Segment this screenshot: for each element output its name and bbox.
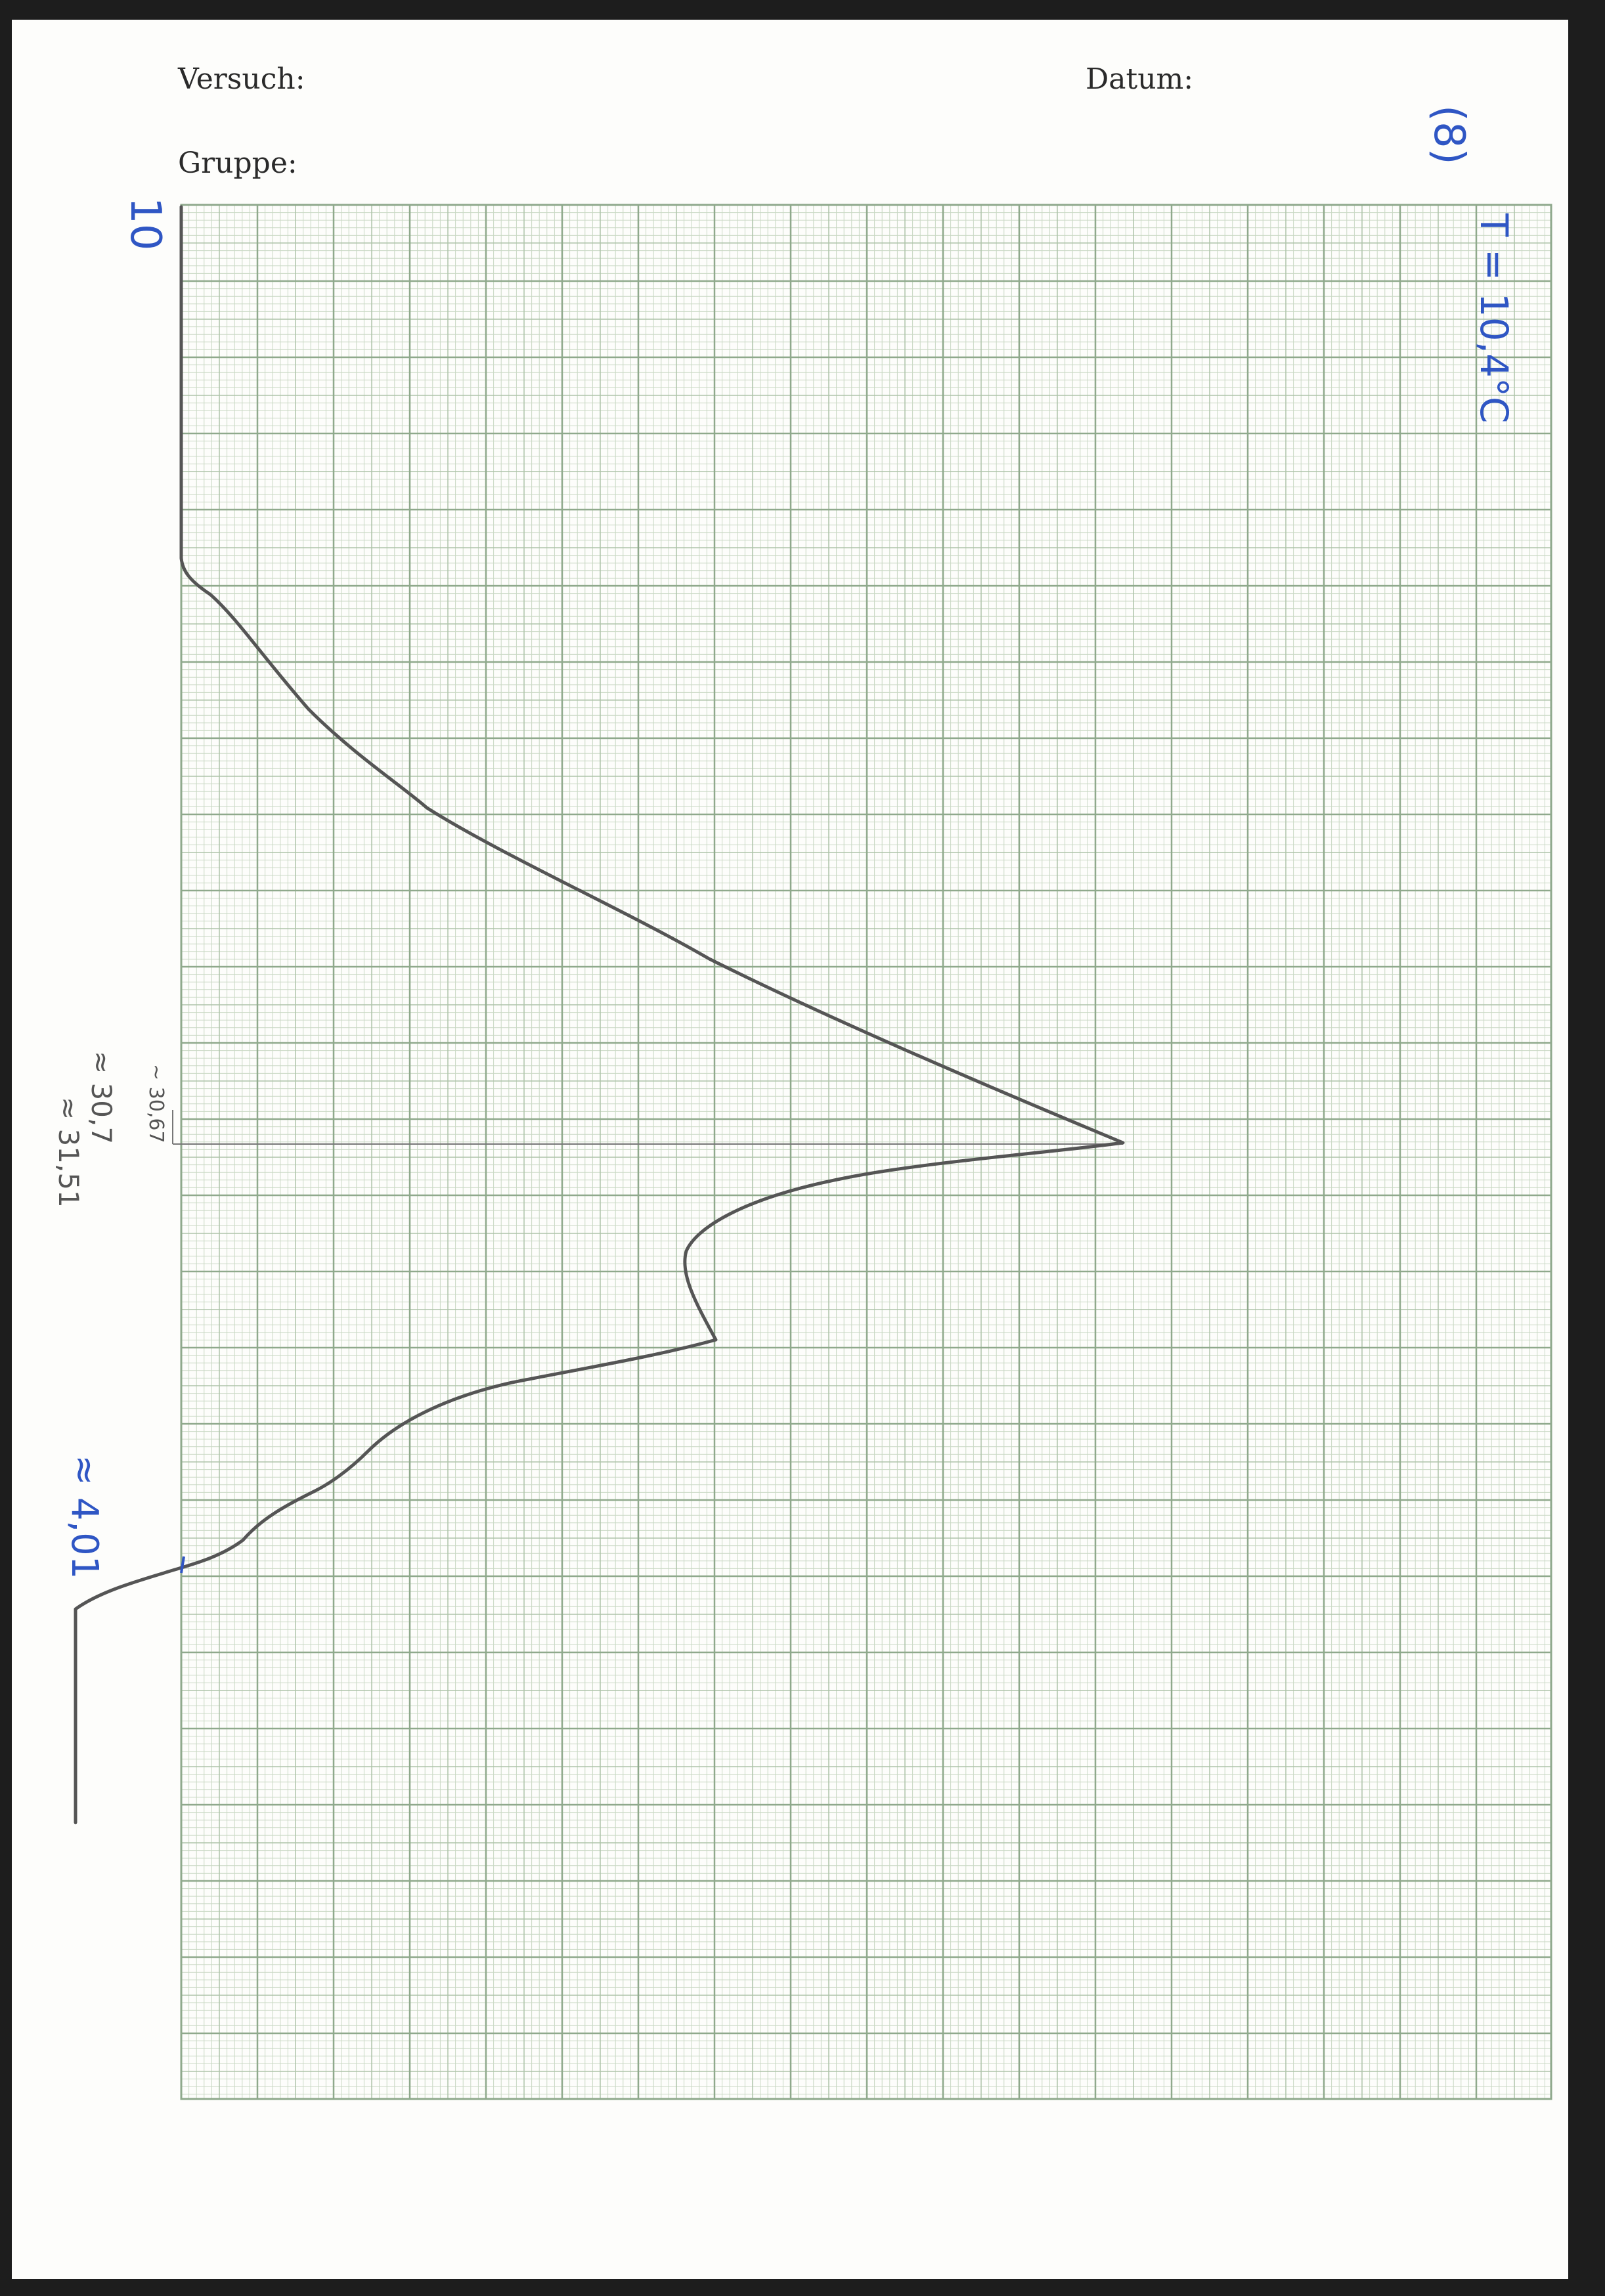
grid-border bbox=[180, 204, 1552, 2100]
temperature-note: T = 10,4°C bbox=[1472, 213, 1516, 424]
gruppe-label: Gruppe: bbox=[178, 146, 297, 180]
peak-note-2: ≈ 30,7 bbox=[85, 1051, 118, 1144]
versuch-label: Versuch: bbox=[178, 62, 305, 96]
top-marker-note: 10 bbox=[121, 197, 169, 250]
peak-note-3: ≈ 31,51 bbox=[53, 1097, 85, 1208]
datum-label: Datum: bbox=[1086, 62, 1194, 96]
onset-tick bbox=[180, 1556, 185, 1574]
peak-note-1: ~ 30,67 bbox=[144, 1064, 167, 1143]
onset-note: ≈ 4,01 bbox=[63, 1455, 106, 1579]
grid-major-lines bbox=[180, 204, 1552, 2100]
recorder-trace bbox=[74, 205, 1125, 1824]
page-number-note: (8) bbox=[1424, 105, 1473, 165]
